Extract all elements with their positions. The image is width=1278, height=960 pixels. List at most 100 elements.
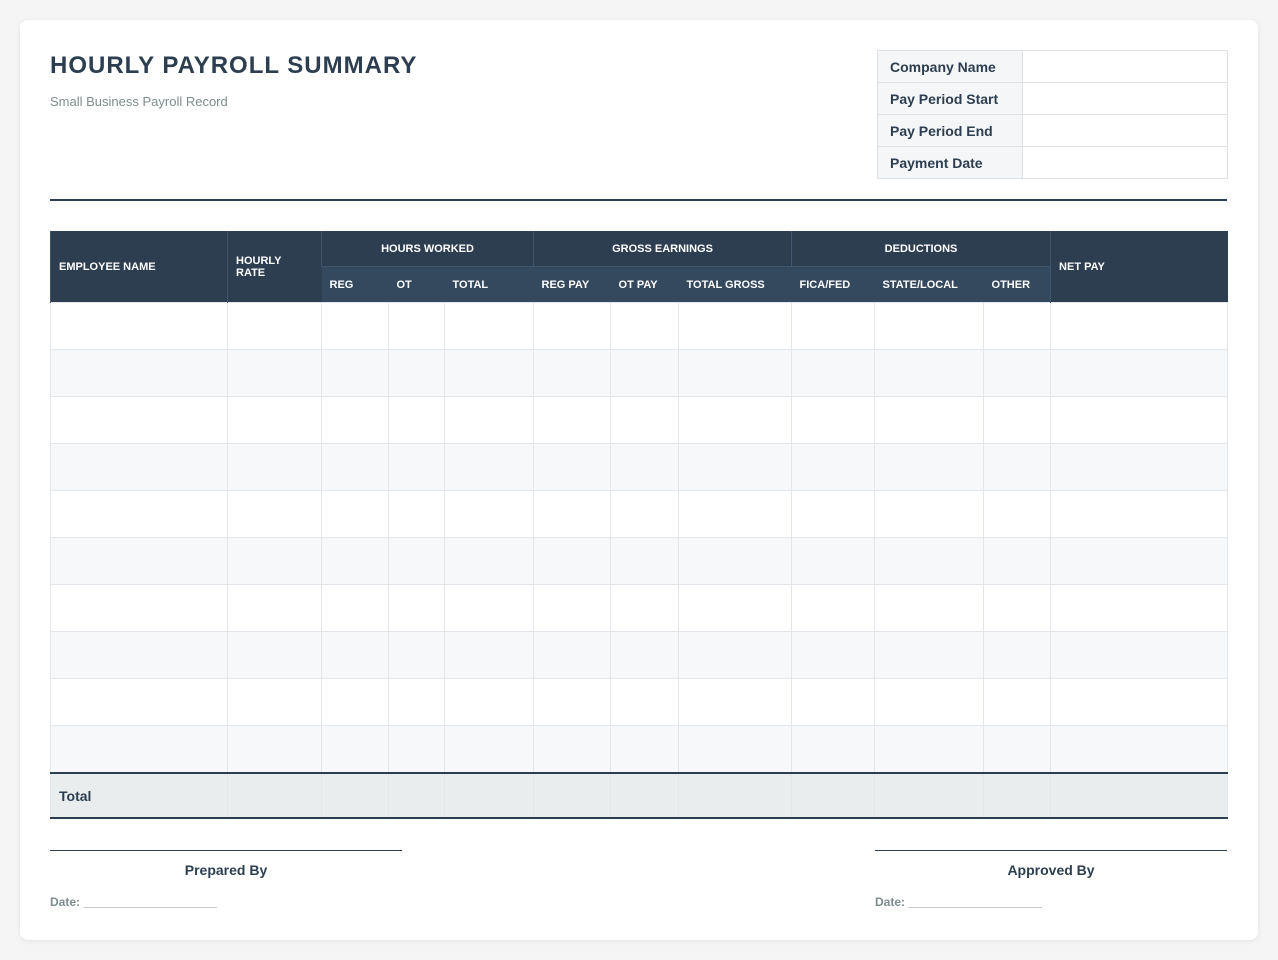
cell <box>678 349 793 397</box>
info-value <box>1022 82 1228 115</box>
column-header: OT PAY <box>610 266 679 303</box>
cell <box>50 396 228 444</box>
cell <box>1050 302 1229 350</box>
cell <box>1050 443 1229 491</box>
cell <box>388 396 445 444</box>
employee-row <box>50 302 1229 350</box>
cell <box>678 584 793 632</box>
employee-row <box>50 631 1229 679</box>
cell <box>50 490 228 538</box>
table-head: EMPLOYEE NAME HOURLY RATE HOURS WORKED GROS… <box>50 231 1228 303</box>
group-header: HOURS WORKED <box>320 231 535 267</box>
column-header: TOTAL GROSS <box>678 266 792 303</box>
employee-row <box>50 584 1229 632</box>
cell <box>533 396 612 444</box>
cell <box>388 537 445 585</box>
cell <box>321 537 389 585</box>
cell <box>791 772 876 819</box>
cell <box>388 443 445 491</box>
cell <box>50 349 228 397</box>
cell <box>443 490 535 538</box>
cell <box>443 302 535 350</box>
cell <box>791 490 876 538</box>
cell <box>874 631 985 679</box>
cell <box>321 302 389 350</box>
info-value <box>1022 50 1228 83</box>
cell <box>610 631 680 679</box>
cell <box>533 490 612 538</box>
divider <box>50 199 1227 201</box>
cell <box>533 443 612 491</box>
column-header: TOTAL <box>444 266 534 303</box>
cell <box>874 772 985 819</box>
signature-role: Prepared By <box>184 862 268 878</box>
cell <box>983 396 1052 444</box>
group-header: GROSS EARNINGS <box>533 231 793 267</box>
cell <box>533 302 612 350</box>
cell <box>1050 537 1229 585</box>
cell <box>533 584 612 632</box>
cell <box>678 678 793 726</box>
cell <box>227 349 322 397</box>
cell <box>227 678 322 726</box>
employee-row <box>50 349 1229 397</box>
cell <box>791 537 876 585</box>
signature-role: Approved By <box>1007 862 1095 878</box>
cell <box>50 631 228 679</box>
header-row: EMPLOYEE NAME HOURLY RATE HOURS WORKED GROS… <box>50 231 1228 303</box>
cell <box>791 631 876 679</box>
cell <box>874 678 985 726</box>
cell <box>610 725 680 774</box>
cell <box>791 584 876 632</box>
cell <box>227 537 322 585</box>
cell <box>874 584 985 632</box>
cell <box>610 443 680 491</box>
cell <box>678 396 793 444</box>
column-header: STATE/LOCAL <box>874 266 984 303</box>
employee-row <box>50 678 1229 726</box>
info-row: Pay Period Start <box>877 82 1228 115</box>
employee-row <box>50 396 1229 444</box>
cell <box>227 396 322 444</box>
cell <box>1050 396 1229 444</box>
table-body: Total <box>50 302 1229 819</box>
cell <box>983 443 1052 491</box>
cell <box>678 443 793 491</box>
cell <box>388 302 445 350</box>
cell <box>227 443 322 491</box>
cell <box>791 349 876 397</box>
cell <box>388 490 445 538</box>
cell <box>321 631 389 679</box>
cell <box>678 725 793 774</box>
cell <box>443 678 535 726</box>
info-label: Pay Period End <box>877 114 1023 147</box>
cell <box>678 631 793 679</box>
cell <box>443 396 535 444</box>
cell <box>983 678 1052 726</box>
cell <box>874 443 985 491</box>
cell <box>791 725 876 774</box>
info-value <box>1022 114 1228 147</box>
cell <box>533 678 612 726</box>
signature-line <box>875 850 1227 851</box>
cell <box>1050 349 1229 397</box>
cell <box>443 631 535 679</box>
cell <box>610 302 680 350</box>
cell <box>1050 584 1229 632</box>
subtitle: Small Business Payroll Record <box>50 94 228 109</box>
cell <box>983 537 1052 585</box>
employee-row <box>50 537 1229 585</box>
cell <box>50 678 228 726</box>
cell <box>50 725 228 774</box>
cell <box>321 584 389 632</box>
signature-date: Date: ____________________ <box>50 895 217 909</box>
cell <box>1050 631 1229 679</box>
cell <box>678 537 793 585</box>
total-label: Total <box>50 772 228 819</box>
cell <box>874 349 985 397</box>
column-header: EMPLOYEE NAME <box>50 231 228 303</box>
cell <box>874 725 985 774</box>
column-header: NET PAY <box>1050 231 1228 303</box>
group-header: DEDUCTIONS <box>791 231 1052 267</box>
cell <box>610 584 680 632</box>
